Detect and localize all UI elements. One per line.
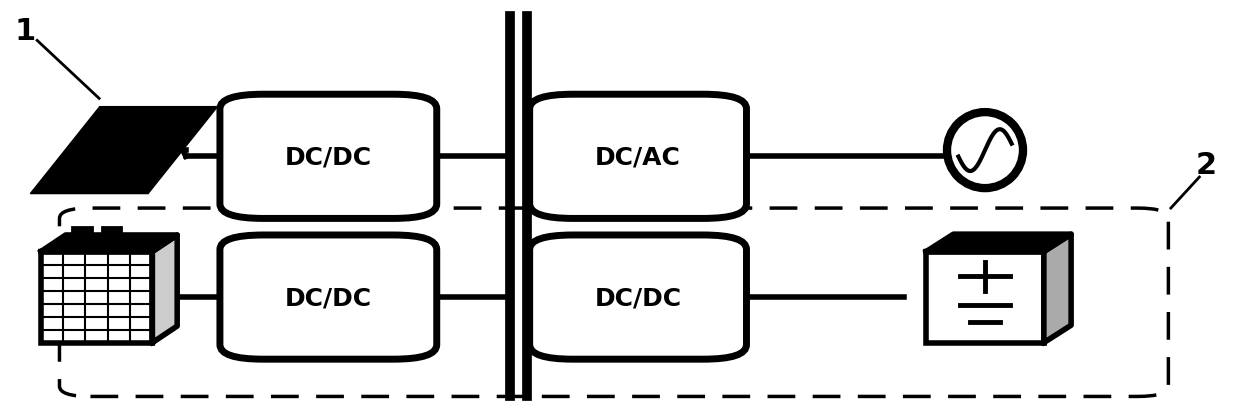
- FancyBboxPatch shape: [102, 227, 121, 237]
- Polygon shape: [152, 235, 177, 343]
- FancyBboxPatch shape: [41, 252, 152, 343]
- Text: DC/DC: DC/DC: [595, 285, 681, 309]
- Text: 2: 2: [1196, 151, 1217, 180]
- Text: DC/DC: DC/DC: [285, 145, 372, 169]
- FancyBboxPatch shape: [530, 235, 746, 359]
- Text: 1: 1: [15, 17, 36, 45]
- FancyBboxPatch shape: [221, 235, 437, 359]
- Polygon shape: [1043, 235, 1070, 343]
- Polygon shape: [31, 107, 218, 194]
- FancyBboxPatch shape: [72, 227, 92, 237]
- FancyBboxPatch shape: [530, 95, 746, 219]
- Text: DC/DC: DC/DC: [285, 285, 372, 309]
- Text: DC/AC: DC/AC: [595, 145, 681, 169]
- FancyBboxPatch shape: [926, 252, 1043, 343]
- Polygon shape: [41, 235, 177, 252]
- Polygon shape: [926, 235, 1070, 252]
- FancyBboxPatch shape: [221, 95, 437, 219]
- Ellipse shape: [947, 113, 1023, 189]
